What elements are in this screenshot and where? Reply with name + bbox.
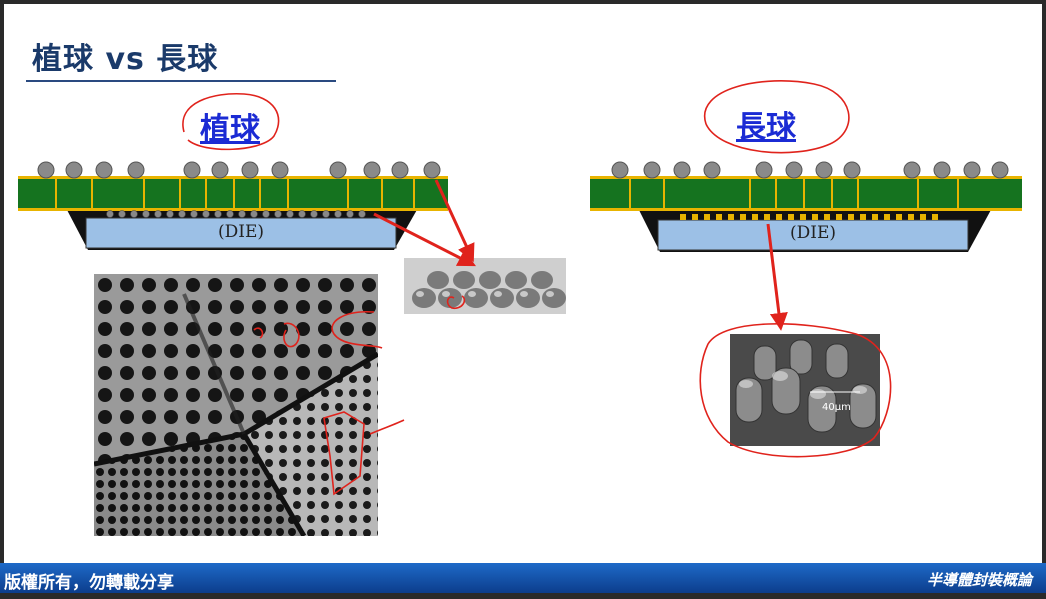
title-underline: [26, 80, 336, 82]
slide: 植球 vs 長球 植球 長球: [4, 4, 1042, 593]
ball-growth-package-diagram: [590, 161, 1022, 252]
ball-mount-label[interactable]: 植球: [200, 112, 260, 147]
right-die-label: (DIE): [789, 223, 837, 243]
ball-growth-label[interactable]: 長球: [736, 110, 796, 145]
copyright-notice: 版權所有，勿轉載分享: [4, 573, 174, 593]
course-title: 半導體封裝概論: [926, 571, 1032, 589]
left-die-label: (DIE): [217, 222, 265, 242]
annotation-layer: [182, 80, 892, 496]
footer-bar: 版權所有，勿轉載分享 半導體封裝概論: [0, 563, 1046, 593]
sem-photo-copper-pillars: 40µm: [730, 334, 880, 446]
sem-scale-label: 40µm: [822, 402, 851, 413]
slide-title: 植球 vs 長球: [32, 42, 219, 77]
sem-photo-solder-balls: [94, 274, 378, 536]
sem-photo-ball-closeup: [404, 258, 566, 314]
ball-mount-package-diagram: [18, 161, 448, 250]
